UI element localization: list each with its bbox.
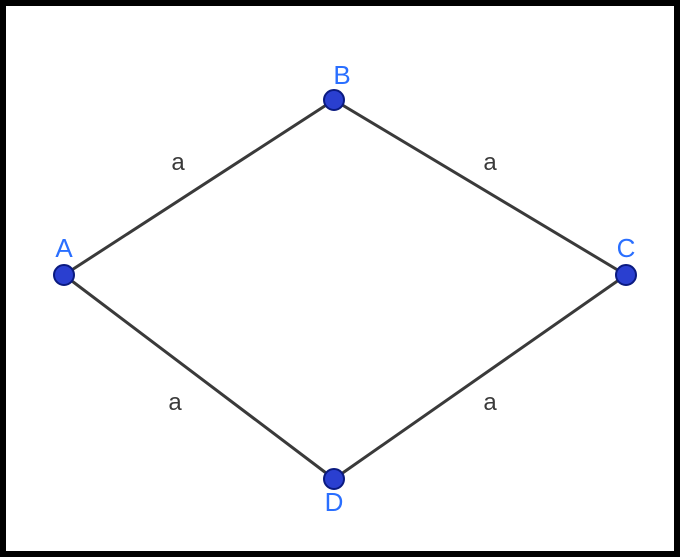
edge-label-D-C: a — [483, 389, 497, 416]
rhombus-diagram: a a a a A B C D — [0, 0, 680, 557]
diagram-frame: a a a a A B C D — [0, 0, 680, 557]
node-B — [324, 90, 344, 110]
node-label-D: D — [325, 487, 344, 517]
edge-label-A-B: a — [171, 149, 185, 176]
node-C — [616, 265, 636, 285]
edge-label-B-C: a — [483, 149, 497, 176]
node-label-B: B — [333, 60, 350, 90]
node-A — [54, 265, 74, 285]
node-D — [324, 469, 344, 489]
edge-label-A-D: a — [168, 389, 182, 416]
node-label-C: C — [617, 233, 636, 263]
node-label-A: A — [55, 233, 73, 263]
